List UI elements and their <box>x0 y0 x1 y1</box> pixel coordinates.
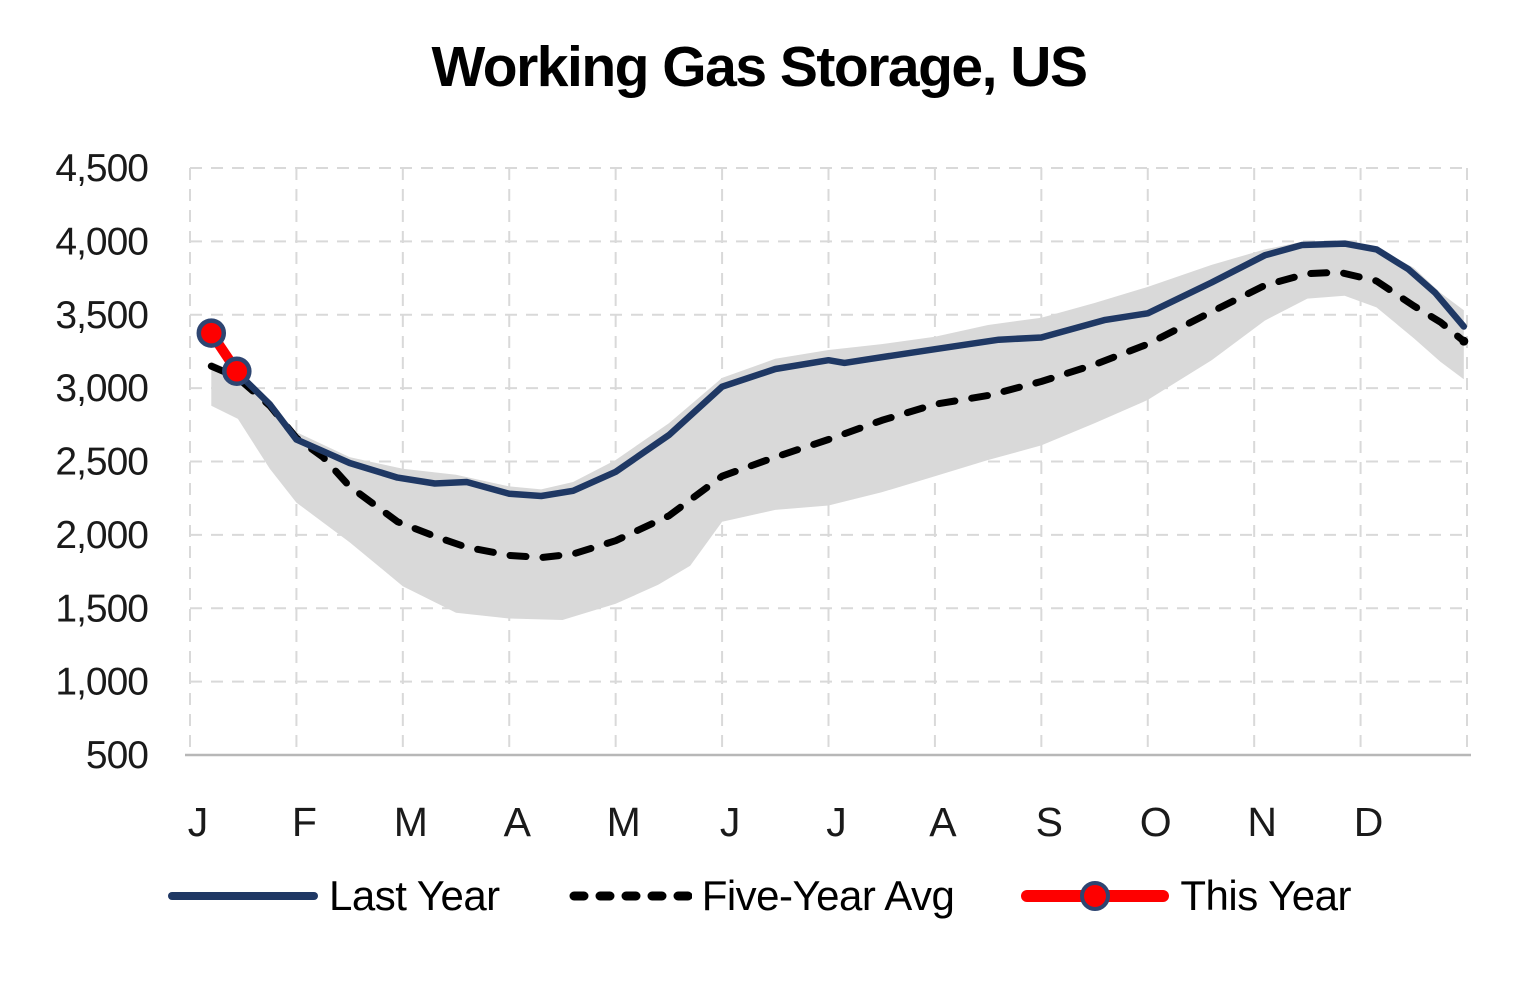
legend-item-five-year-avg: Five-Year Avg <box>566 872 955 920</box>
y-tick-label: 3,500 <box>55 294 148 337</box>
y-tick-label: 3,000 <box>55 367 148 410</box>
y-tick-label: 500 <box>86 734 148 777</box>
y-tick-label: 1,000 <box>55 661 148 704</box>
this-year-marker <box>222 356 252 386</box>
x-tick-label: A <box>929 799 957 845</box>
last-year-line <box>208 240 1468 500</box>
legend: Last Year Five-Year Avg This Year <box>0 872 1518 920</box>
five-year-range-band <box>211 241 1464 620</box>
last-year-line-swatch <box>168 892 319 900</box>
chart-title: Working Gas Storage, US <box>431 35 1088 99</box>
y-tick-label: 4,500 <box>55 147 148 190</box>
y-tick-label: 2,500 <box>55 441 148 484</box>
x-tick-label: J <box>720 799 741 845</box>
legend-label-last-year: Last Year <box>329 872 500 919</box>
five-year-avg-end-dot <box>1459 336 1469 346</box>
x-tick-label: D <box>1354 799 1384 845</box>
x-tick-label: J <box>188 799 209 845</box>
x-tick-label: A <box>504 799 532 845</box>
y-tick-label: 1,500 <box>55 587 148 630</box>
this-year-line-swatch <box>1021 881 1170 911</box>
legend-label-this-year: This Year <box>1180 872 1351 919</box>
x-tick-label: J <box>826 799 847 845</box>
x-tick-label: M <box>394 799 428 845</box>
x-tick-label: N <box>1247 799 1277 845</box>
y-tick-label: 4,000 <box>55 220 148 263</box>
five-year-avg-line-swatch <box>569 891 692 901</box>
x-tick-label: F <box>292 799 317 845</box>
legend-item-this-year: This Year <box>1020 872 1351 920</box>
x-tick-label: M <box>607 799 641 845</box>
legend-item-last-year: Last Year <box>167 872 500 920</box>
this-year-swatch-marker <box>1080 881 1111 911</box>
y-tick-label: 2,000 <box>55 514 148 557</box>
five-year-avg-line <box>207 268 1468 562</box>
x-tick-label: O <box>1140 799 1172 845</box>
legend-label-five-year-avg: Five-Year Avg <box>701 872 955 919</box>
this-year-marker <box>196 318 227 348</box>
x-tick-label: S <box>1036 799 1063 845</box>
